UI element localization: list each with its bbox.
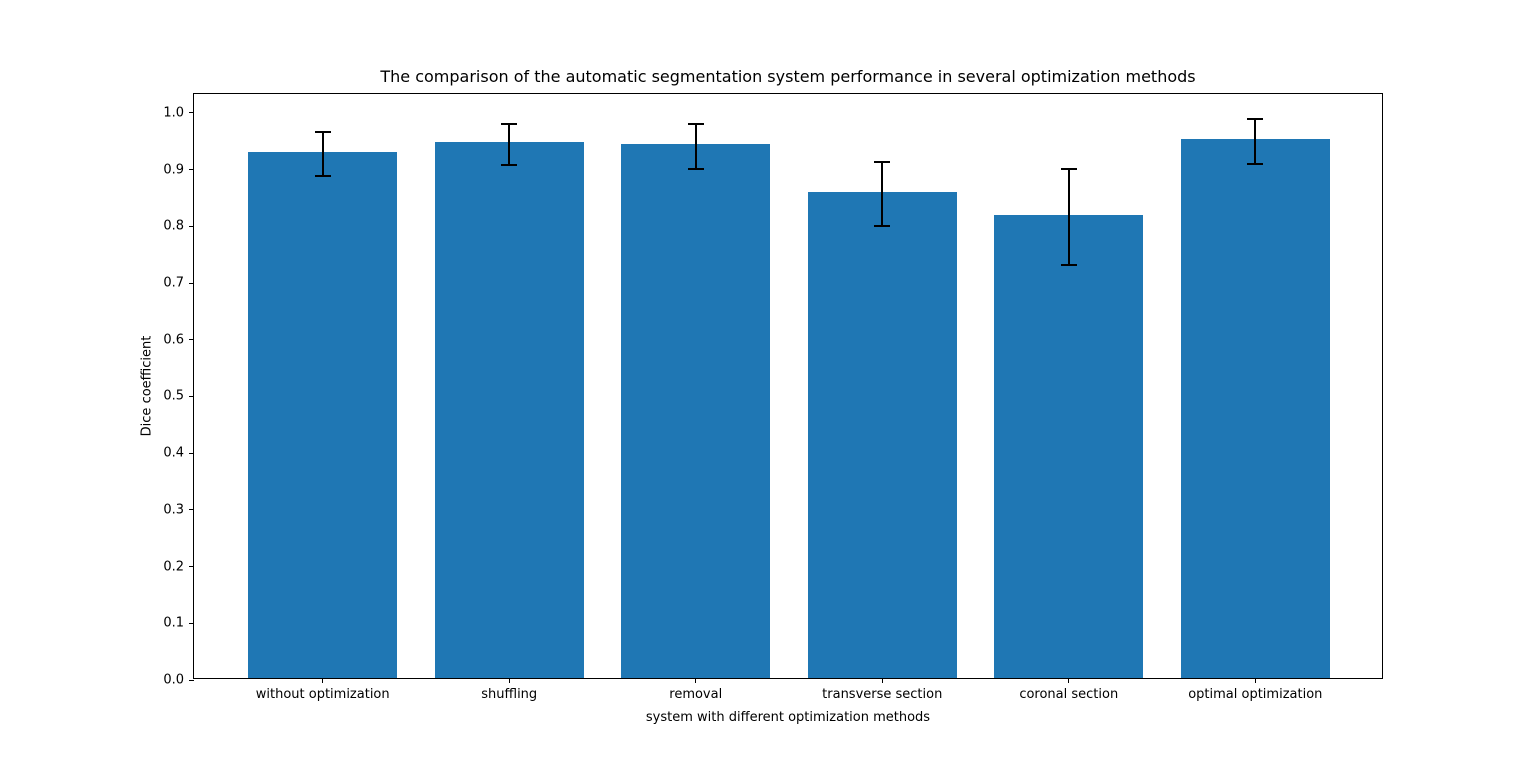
y-tick-label: 0.5 xyxy=(163,388,184,404)
bar-optimal-optimization xyxy=(1180,139,1330,678)
x-tick-label: removal xyxy=(669,687,723,702)
y-tick-label: 1.0 xyxy=(163,105,184,121)
error-bar-cap-bottom xyxy=(501,163,518,166)
x-tick-mark xyxy=(1068,678,1070,683)
x-tick-label: optimal optimization xyxy=(1188,687,1323,702)
x-tick-mark xyxy=(322,678,324,683)
y-tick-mark xyxy=(189,622,194,624)
x-axis-label: system with different optimization metho… xyxy=(645,710,931,725)
bar-shuffling xyxy=(434,142,584,678)
error-bar-cap-top xyxy=(1060,167,1077,170)
error-bar-line xyxy=(1067,168,1070,265)
error-bar-line xyxy=(694,124,697,169)
y-tick-mark xyxy=(189,679,194,681)
y-tick-mark xyxy=(189,112,194,114)
error-bar-cap-bottom xyxy=(1247,163,1264,166)
y-tick-mark xyxy=(189,395,194,397)
y-tick-mark xyxy=(189,282,194,284)
y-tick-label: 0.0 xyxy=(163,672,184,688)
y-tick-label: 0.9 xyxy=(163,162,184,178)
error-bar-cap-top xyxy=(501,122,518,125)
y-tick-label: 0.1 xyxy=(163,615,184,631)
error-bar-line xyxy=(1254,118,1257,165)
chart-title: The comparison of the automatic segmenta… xyxy=(380,67,1196,86)
bar-transverse-section xyxy=(807,192,957,678)
y-tick-mark xyxy=(189,566,194,568)
error-bar-cap-bottom xyxy=(687,167,704,170)
y-tick-label: 0.2 xyxy=(163,559,184,575)
y-tick-label: 0.3 xyxy=(163,502,184,518)
error-bar-line xyxy=(881,161,884,227)
x-tick-label: shuffling xyxy=(481,687,538,702)
y-tick-label: 0.8 xyxy=(163,218,184,234)
x-tick-label: transverse section xyxy=(822,687,943,702)
error-bar-cap-top xyxy=(687,123,704,126)
x-tick-label: without optimization xyxy=(255,687,390,702)
error-bar-cap-top xyxy=(314,130,331,133)
x-tick-mark xyxy=(881,678,883,683)
x-tick-mark xyxy=(695,678,697,683)
bar-removal xyxy=(621,144,771,678)
error-bar-line xyxy=(508,123,511,165)
error-bar-line xyxy=(321,131,324,176)
y-tick-mark xyxy=(189,509,194,511)
error-bar-cap-bottom xyxy=(314,174,331,177)
y-tick-mark xyxy=(189,339,194,341)
y-tick-label: 0.6 xyxy=(163,332,184,348)
y-tick-label: 0.7 xyxy=(163,275,184,291)
plot-area: 0.0 0.1 0.2 0.3 0.4 0.5 0.6 0.7 0.8 0.9 1.0 without… xyxy=(163,93,1383,702)
error-bar-cap-top xyxy=(874,160,891,163)
error-bar-cap-bottom xyxy=(1060,263,1077,266)
x-tick-label: coronal section xyxy=(1019,687,1119,702)
x-tick-mark xyxy=(1254,678,1256,683)
y-tick-label: 0.4 xyxy=(163,445,184,461)
y-tick-mark xyxy=(189,169,194,171)
error-bar-cap-top xyxy=(1247,117,1264,120)
y-axis-label: Dice coefficient xyxy=(139,335,155,437)
bar-coronal-section xyxy=(994,214,1144,678)
x-tick-mark xyxy=(508,678,510,683)
error-bar-cap-bottom xyxy=(874,225,891,228)
y-tick-mark xyxy=(189,225,194,227)
y-tick-mark xyxy=(189,452,194,454)
bar-without-optimization xyxy=(248,151,398,678)
